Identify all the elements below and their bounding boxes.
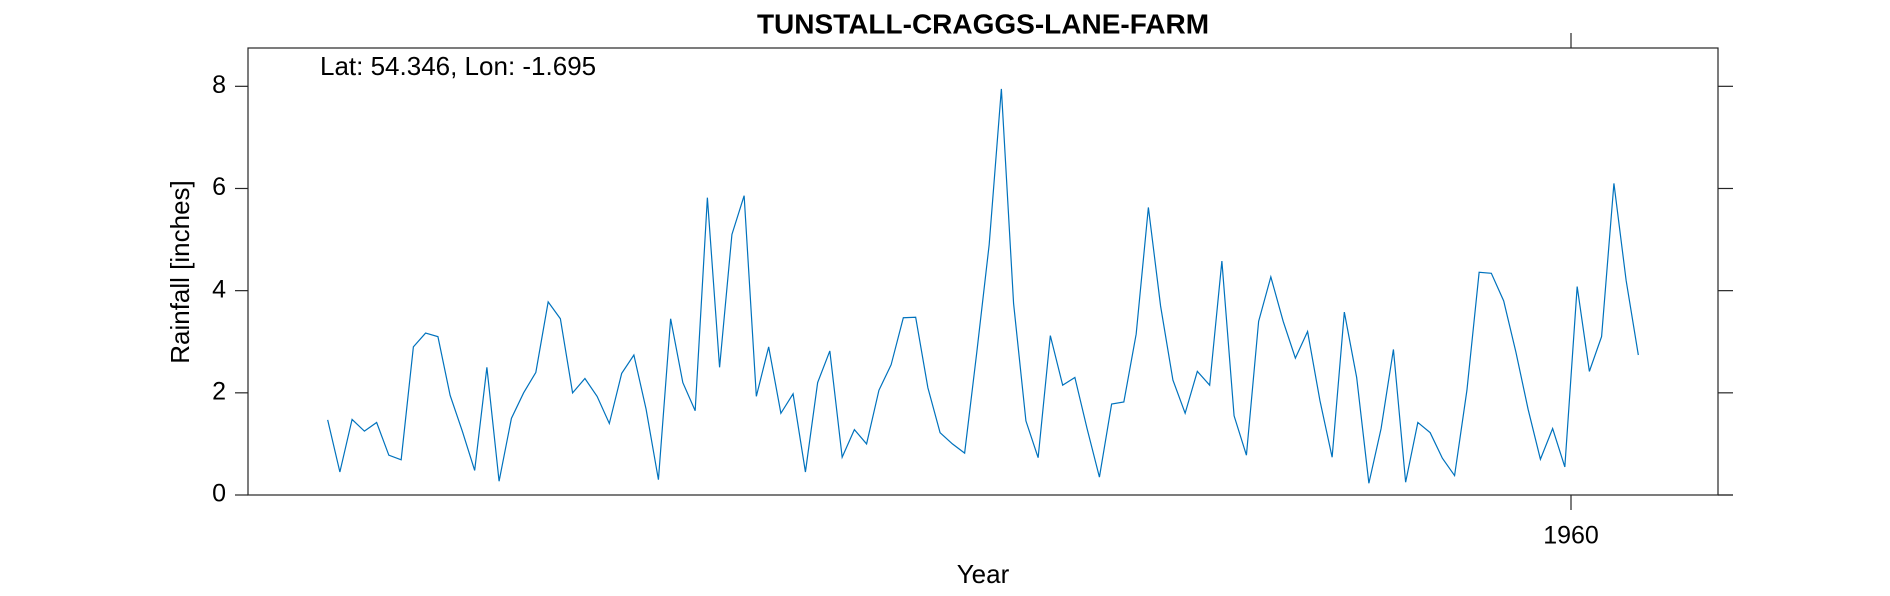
x-tick-label: 1960 <box>1543 522 1599 550</box>
chart-title: TUNSTALL-CRAGGS-LANE-FARM <box>757 8 1209 39</box>
y-tick-label: 0 <box>212 480 226 508</box>
y-tick-label: 4 <box>212 275 226 303</box>
y-tick-label: 2 <box>212 377 226 405</box>
y-axis-label: Rainfall [inches] <box>165 180 195 364</box>
y-tick-label: 8 <box>212 71 226 99</box>
data-line <box>327 88 1639 484</box>
plot-frame <box>247 47 1719 496</box>
x-axis-label: Year <box>957 559 1010 589</box>
y-tick-label: 6 <box>212 173 226 201</box>
annotation: Lat: 54.346, Lon: -1.695 <box>320 51 596 81</box>
